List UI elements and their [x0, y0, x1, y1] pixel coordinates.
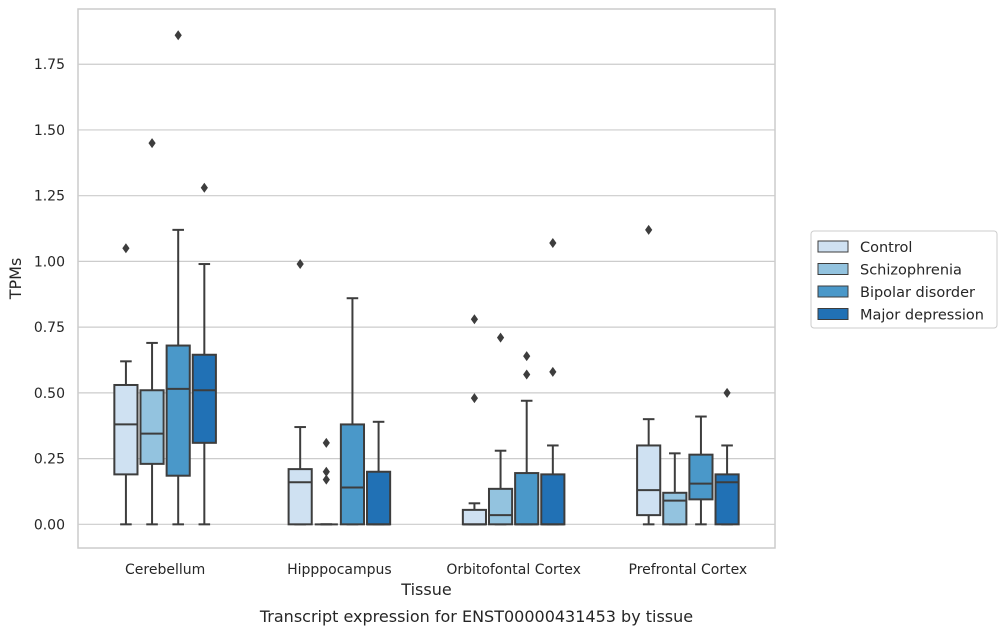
outlier-point [549, 238, 557, 249]
box-schizophrenia [487, 332, 514, 526]
box-iqr [662, 491, 688, 526]
box-iqr [514, 472, 540, 526]
legend-swatch [817, 263, 849, 275]
legend-item: Control [817, 240, 912, 256]
box-iqr [714, 473, 740, 526]
outlier-point [645, 224, 653, 235]
legend-item: Major depression [817, 308, 984, 324]
x-tick-labels: Cerebellum Hipppocampus Orbitofontal Corte… [125, 562, 747, 578]
legend-item: Schizophrenia [817, 263, 962, 279]
y-tick-label: 1.00 [34, 254, 65, 270]
box-iqr [366, 470, 392, 526]
outlier-point [200, 182, 208, 193]
legend-label: Major depression [860, 308, 984, 324]
boxes [113, 30, 740, 526]
outlier-point [496, 332, 505, 343]
x-tick-label: Orbitofontal Cortex [446, 562, 581, 578]
box-control [461, 314, 487, 526]
outlier-point [322, 474, 330, 485]
legend: Control Schizophrenia Bipolar disorder Majo… [810, 230, 998, 329]
x-tick-label: Hipppocampus [287, 562, 392, 578]
box-iqr [113, 383, 139, 476]
y-tick-label: 0.25 [34, 452, 65, 468]
box-iqr [165, 344, 191, 477]
plot-frame [77, 8, 776, 549]
box-bipolar-disorder [165, 30, 191, 526]
box-bipolar-disorder [514, 351, 540, 526]
y-tick-label: 0.50 [34, 386, 65, 402]
y-tick-label: 0.75 [34, 320, 65, 336]
box-iqr [461, 508, 487, 526]
outlier-point [174, 30, 182, 41]
x-tick-label: Prefrontal Cortex [629, 562, 748, 578]
legend-label: Schizophrenia [860, 263, 962, 279]
box-major-depression [191, 182, 217, 526]
legend-swatch [817, 308, 849, 320]
outlier-point [296, 259, 304, 270]
y-tick-label: 1.25 [34, 189, 65, 205]
y-axis-title: TPMs [6, 258, 25, 301]
legend-label: Bipolar disorder [860, 285, 975, 301]
legend-swatch [817, 240, 849, 253]
legend-swatch [817, 285, 849, 298]
box-iqr [636, 444, 662, 517]
box-major-depression [540, 238, 566, 526]
legend-frame [810, 230, 998, 329]
box-major-depression [366, 420, 392, 526]
box-schizophrenia [662, 452, 688, 526]
outlier-point [148, 138, 156, 149]
box-schizophrenia [314, 437, 338, 526]
outlier-point [322, 466, 330, 477]
x-tick-label: Cerebellum [125, 562, 205, 578]
y-tick-labels: 0.00 0.25 0.50 0.75 1.00 1.25 1.50 1.75 [34, 57, 65, 533]
y-tick-label: 1.50 [34, 123, 65, 139]
box-iqr [688, 453, 714, 501]
box-control [113, 243, 139, 526]
box-iqr [487, 487, 514, 526]
outlier-point [723, 387, 731, 398]
y-tick-label: 0.00 [34, 517, 65, 533]
box-iqr [139, 389, 165, 465]
legend-item: Bipolar disorder [817, 285, 975, 301]
x-axis-title: Tissue [400, 580, 451, 599]
outlier-point [470, 393, 479, 404]
outlier-point [470, 314, 479, 325]
outlier-point [523, 351, 531, 362]
box-iqr [287, 468, 313, 526]
box-major-depression [714, 387, 740, 526]
box-bipolar-disorder [688, 415, 714, 526]
box-iqr [540, 473, 566, 526]
box-schizophrenia [139, 138, 165, 526]
box-iqr [339, 423, 366, 526]
outlier-point [523, 369, 531, 380]
box-iqr [191, 353, 217, 444]
outlier-point [122, 243, 130, 254]
legend-label: Control [860, 240, 912, 256]
box-bipolar-disorder [339, 297, 366, 526]
box-control [636, 224, 662, 526]
outlier-point [322, 437, 330, 448]
box-control [287, 259, 313, 526]
outlier-point [549, 366, 557, 377]
figure-caption: Transcript expression for ENST0000043145… [259, 607, 693, 626]
y-tick-label: 1.75 [34, 57, 65, 73]
